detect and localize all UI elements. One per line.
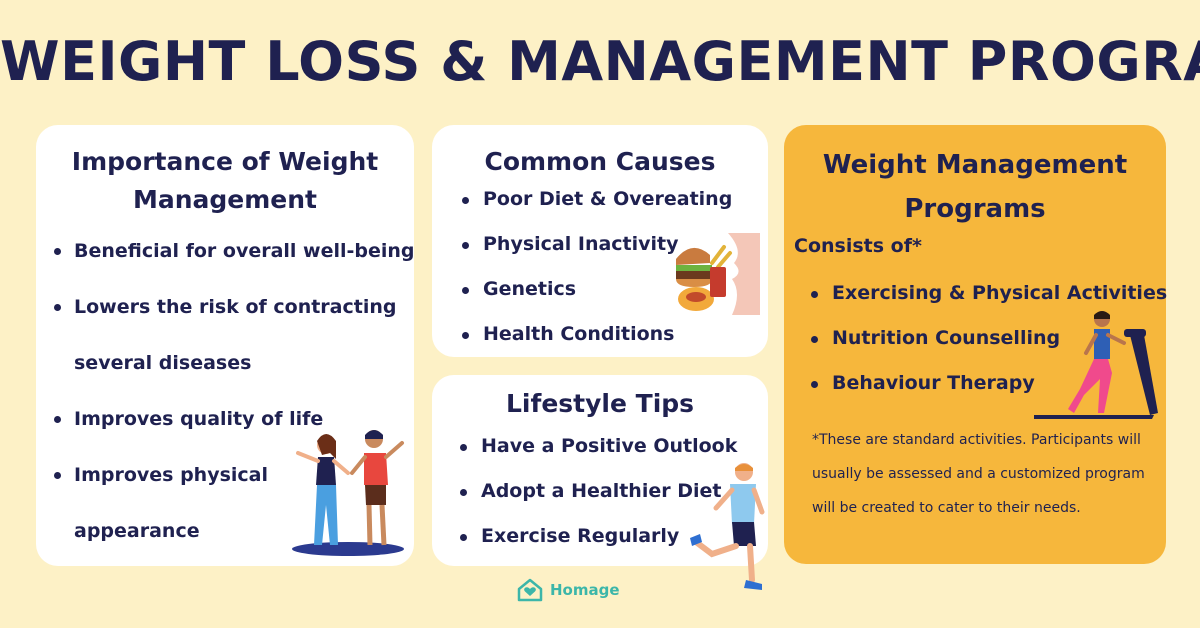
list-item-continuation: appearance	[74, 520, 200, 542]
list-item: Genetics	[461, 267, 732, 312]
couple-dancing-illustration	[292, 430, 404, 556]
importance-title: Importance of Weight Management	[71, 147, 379, 214]
list-item: Lowers the risk of contracting	[54, 279, 415, 335]
list-item: Behaviour Therapy	[810, 361, 1167, 406]
tips-card: Lifestyle Tips Have a Positive Outlook A…	[432, 375, 768, 566]
page-title: WEIGHT LOSS & MANAGEMENT PROGRAMS	[0, 30, 1200, 93]
list-item: Poor Diet & Overeating	[461, 177, 732, 222]
causes-title: Common Causes	[484, 147, 716, 176]
house-heart-icon	[517, 578, 543, 602]
causes-card: Common Causes Poor Diet & Overeating Phy…	[432, 125, 768, 357]
importance-card: Importance of Weight Management Benefici…	[36, 125, 415, 566]
importance-list: Beneficial for overall well-being Lowers…	[54, 223, 415, 559]
logo-text: Homage	[550, 581, 620, 599]
consists-label: Consists of*	[794, 235, 922, 257]
list-item: Exercise Regularly	[459, 514, 737, 559]
tips-list: Have a Positive Outlook Adopt a Healthie…	[459, 424, 737, 559]
list-item-continuation: several diseases	[74, 352, 252, 374]
list-item: Adopt a Healthier Diet	[459, 469, 737, 514]
list-item: Nutrition Counselling	[810, 316, 1167, 361]
tips-title: Lifestyle Tips	[505, 389, 695, 418]
homage-logo: Homage	[516, 576, 620, 604]
junk-food-illustration	[676, 233, 760, 315]
list-item: Improves quality of life	[54, 391, 415, 447]
programs-list: Exercising & Physical Activities Nutriti…	[810, 271, 1167, 406]
list-item: Physical Inactivity	[461, 222, 732, 267]
list-item: Exercising & Physical Activities	[810, 271, 1167, 316]
list-item: Health Conditions	[461, 312, 732, 357]
programs-title: Weight Management Programs	[822, 150, 1128, 224]
treadmill-illustration	[1034, 311, 1158, 419]
programs-note: *These are standard activities. Particip…	[812, 432, 1145, 516]
causes-list: Poor Diet & Overeating Physical Inactivi…	[461, 177, 732, 357]
list-item: Improves physical	[54, 447, 415, 503]
list-item: Have a Positive Outlook	[459, 424, 737, 469]
programs-card: Weight Management Programs Consists of* …	[784, 125, 1167, 564]
list-item: Beneficial for overall well-being	[54, 223, 415, 279]
runner-illustration	[690, 463, 765, 590]
